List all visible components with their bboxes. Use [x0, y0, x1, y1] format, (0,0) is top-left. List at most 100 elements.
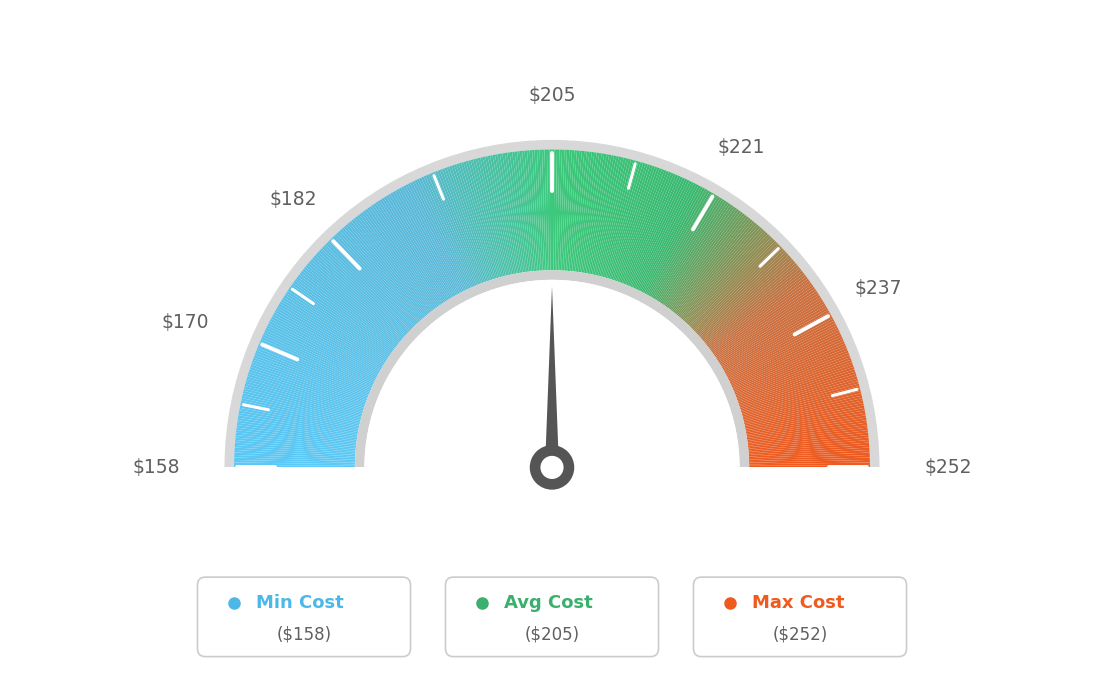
Wedge shape [353, 218, 429, 313]
Wedge shape [572, 151, 587, 271]
Wedge shape [668, 210, 741, 309]
Wedge shape [280, 299, 384, 364]
Wedge shape [648, 190, 710, 296]
Wedge shape [649, 191, 712, 297]
Wedge shape [646, 188, 705, 295]
Wedge shape [655, 196, 720, 300]
Wedge shape [235, 440, 355, 452]
Wedge shape [656, 197, 722, 301]
Wedge shape [704, 266, 800, 344]
Wedge shape [715, 290, 818, 359]
Wedge shape [749, 440, 869, 452]
Wedge shape [235, 437, 355, 451]
Wedge shape [729, 325, 838, 381]
Wedge shape [346, 224, 425, 317]
Wedge shape [326, 243, 413, 329]
Wedge shape [392, 191, 455, 297]
Wedge shape [388, 194, 452, 299]
Wedge shape [626, 172, 673, 285]
Wedge shape [259, 341, 371, 391]
Wedge shape [654, 195, 718, 299]
Wedge shape [435, 171, 481, 284]
Wedge shape [323, 244, 412, 331]
Wedge shape [368, 207, 438, 307]
Wedge shape [540, 150, 545, 270]
Wedge shape [726, 319, 835, 377]
Wedge shape [730, 330, 840, 384]
Wedge shape [608, 163, 646, 279]
Wedge shape [747, 425, 868, 443]
Wedge shape [599, 159, 631, 277]
Wedge shape [683, 230, 766, 322]
Wedge shape [740, 369, 856, 408]
Wedge shape [242, 395, 360, 424]
Wedge shape [684, 233, 768, 323]
Wedge shape [514, 151, 530, 272]
Wedge shape [591, 155, 616, 275]
Wedge shape [349, 221, 427, 315]
FancyBboxPatch shape [446, 577, 658, 657]
Wedge shape [454, 164, 492, 280]
Wedge shape [741, 379, 858, 414]
Wedge shape [688, 237, 773, 326]
Wedge shape [505, 152, 524, 273]
Wedge shape [289, 286, 390, 357]
Wedge shape [245, 384, 362, 417]
Wedge shape [237, 420, 357, 440]
Wedge shape [390, 193, 453, 297]
Wedge shape [749, 457, 870, 463]
Wedge shape [718, 295, 820, 362]
Wedge shape [744, 395, 862, 424]
Wedge shape [294, 281, 393, 353]
Wedge shape [315, 253, 406, 336]
Wedge shape [433, 172, 479, 285]
Wedge shape [354, 270, 750, 467]
Wedge shape [616, 166, 657, 282]
Wedge shape [563, 150, 572, 270]
Wedge shape [749, 447, 870, 457]
Wedge shape [672, 216, 749, 313]
Wedge shape [243, 391, 361, 422]
Wedge shape [300, 270, 397, 346]
Wedge shape [267, 323, 376, 380]
Wedge shape [694, 248, 784, 333]
Wedge shape [466, 161, 500, 277]
Wedge shape [747, 428, 868, 444]
Wedge shape [571, 151, 584, 271]
Wedge shape [745, 403, 863, 429]
Wedge shape [630, 175, 680, 287]
Wedge shape [576, 152, 594, 272]
Wedge shape [702, 261, 795, 341]
Wedge shape [495, 154, 518, 273]
Wedge shape [750, 465, 870, 467]
Wedge shape [416, 179, 469, 289]
Wedge shape [666, 207, 736, 307]
Wedge shape [713, 284, 814, 355]
Wedge shape [747, 420, 867, 440]
Wedge shape [329, 239, 415, 327]
Wedge shape [544, 150, 549, 270]
Wedge shape [542, 150, 548, 270]
Wedge shape [460, 162, 497, 279]
Wedge shape [696, 250, 785, 333]
Wedge shape [715, 288, 816, 358]
Wedge shape [721, 304, 826, 367]
Wedge shape [564, 150, 574, 270]
Wedge shape [332, 235, 417, 325]
Wedge shape [625, 172, 671, 285]
Wedge shape [604, 161, 638, 277]
Wedge shape [569, 150, 582, 271]
Circle shape [541, 456, 563, 479]
Wedge shape [689, 239, 775, 327]
Wedge shape [237, 417, 358, 438]
Wedge shape [598, 158, 628, 276]
Wedge shape [749, 450, 870, 458]
Wedge shape [373, 203, 443, 304]
Wedge shape [302, 268, 399, 346]
Wedge shape [361, 212, 435, 310]
Wedge shape [384, 196, 449, 300]
Wedge shape [720, 302, 825, 366]
Wedge shape [424, 175, 474, 287]
Wedge shape [711, 279, 809, 351]
Wedge shape [428, 174, 477, 286]
